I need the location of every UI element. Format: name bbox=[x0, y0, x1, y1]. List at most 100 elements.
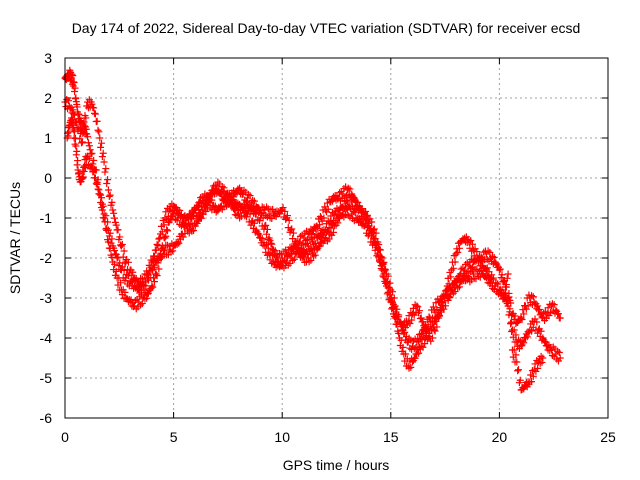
data-point bbox=[78, 174, 86, 182]
data-point bbox=[246, 192, 254, 200]
data-point bbox=[267, 239, 275, 247]
x-axis-label: GPS time / hours bbox=[283, 457, 390, 473]
data-point bbox=[112, 267, 120, 275]
data-point bbox=[112, 221, 120, 229]
data-point bbox=[197, 214, 205, 222]
data-point bbox=[71, 84, 79, 92]
data-point bbox=[250, 219, 258, 227]
data-point bbox=[71, 128, 79, 136]
x-tick-label: 20 bbox=[492, 429, 508, 445]
data-point bbox=[382, 277, 390, 285]
data-point bbox=[91, 110, 99, 118]
data-point bbox=[376, 258, 384, 266]
axis-ticks bbox=[64, 57, 609, 419]
y-tick-label: -6 bbox=[40, 410, 53, 426]
data-point bbox=[495, 266, 503, 274]
data-point bbox=[518, 315, 526, 323]
data-point bbox=[124, 258, 132, 266]
data-point bbox=[70, 79, 78, 87]
data-point bbox=[117, 242, 125, 250]
x-tick-label: 10 bbox=[274, 429, 290, 445]
data-point bbox=[104, 218, 112, 226]
data-point bbox=[72, 119, 80, 127]
data-point bbox=[84, 139, 92, 147]
y-tick-label: -2 bbox=[40, 250, 53, 266]
data-point bbox=[143, 294, 151, 302]
data-point bbox=[162, 232, 170, 240]
data-point bbox=[370, 237, 378, 245]
data-point bbox=[146, 267, 154, 275]
data-point bbox=[504, 270, 512, 278]
data-point bbox=[377, 265, 385, 273]
data-point bbox=[454, 248, 462, 256]
data-point bbox=[325, 235, 333, 243]
data-point bbox=[106, 191, 114, 199]
data-point bbox=[91, 109, 99, 117]
data-point bbox=[158, 228, 166, 236]
data-point bbox=[144, 290, 152, 298]
data-point bbox=[164, 212, 172, 220]
data-point bbox=[117, 279, 125, 287]
data-point bbox=[113, 254, 121, 262]
data-point bbox=[88, 100, 96, 108]
data-point bbox=[69, 106, 77, 114]
data-point bbox=[90, 156, 98, 164]
data-point bbox=[556, 354, 564, 362]
data-point bbox=[534, 302, 542, 310]
data-point bbox=[486, 275, 494, 283]
data-point bbox=[417, 314, 425, 322]
data-point bbox=[97, 198, 105, 206]
data-point bbox=[514, 367, 522, 375]
data-point bbox=[108, 235, 116, 243]
data-point bbox=[176, 206, 184, 214]
series-track-3 bbox=[61, 96, 547, 394]
data-point bbox=[507, 319, 515, 327]
data-point bbox=[98, 206, 106, 214]
data-point bbox=[501, 291, 509, 299]
data-point bbox=[98, 153, 106, 161]
data-point bbox=[114, 226, 122, 234]
data-point bbox=[513, 358, 521, 366]
data-point bbox=[69, 72, 77, 80]
data-point bbox=[71, 118, 79, 126]
data-point bbox=[153, 240, 161, 248]
data-point bbox=[163, 226, 171, 234]
data-point bbox=[402, 350, 410, 358]
data-point bbox=[164, 227, 172, 235]
data-point bbox=[160, 233, 168, 241]
data-point bbox=[73, 147, 81, 155]
data-point bbox=[99, 149, 107, 157]
data-point bbox=[464, 273, 472, 281]
data-point bbox=[246, 210, 254, 218]
series-track-1 bbox=[61, 66, 564, 372]
data-point bbox=[351, 197, 359, 205]
data-point bbox=[516, 376, 524, 384]
data-point bbox=[264, 244, 272, 252]
data-point bbox=[120, 247, 128, 255]
data-point bbox=[395, 329, 403, 337]
data-point bbox=[535, 305, 543, 313]
data-point bbox=[372, 229, 380, 237]
data-point bbox=[160, 221, 168, 229]
data-point bbox=[96, 190, 104, 198]
data-point bbox=[82, 114, 90, 122]
data-point bbox=[506, 296, 514, 304]
data-point bbox=[229, 195, 237, 203]
data-point bbox=[144, 271, 152, 279]
data-point bbox=[120, 266, 128, 274]
data-point bbox=[78, 139, 86, 147]
data-point bbox=[499, 295, 507, 303]
data-point bbox=[489, 274, 497, 282]
data-points bbox=[61, 66, 564, 394]
data-point bbox=[364, 232, 372, 240]
data-point bbox=[378, 266, 386, 274]
data-point bbox=[529, 293, 537, 301]
data-point bbox=[307, 244, 315, 252]
data-point bbox=[433, 323, 441, 331]
data-point bbox=[554, 310, 562, 318]
y-tick-label: 0 bbox=[44, 170, 52, 186]
data-point bbox=[85, 155, 93, 163]
data-point bbox=[503, 274, 511, 282]
data-point bbox=[533, 318, 541, 326]
